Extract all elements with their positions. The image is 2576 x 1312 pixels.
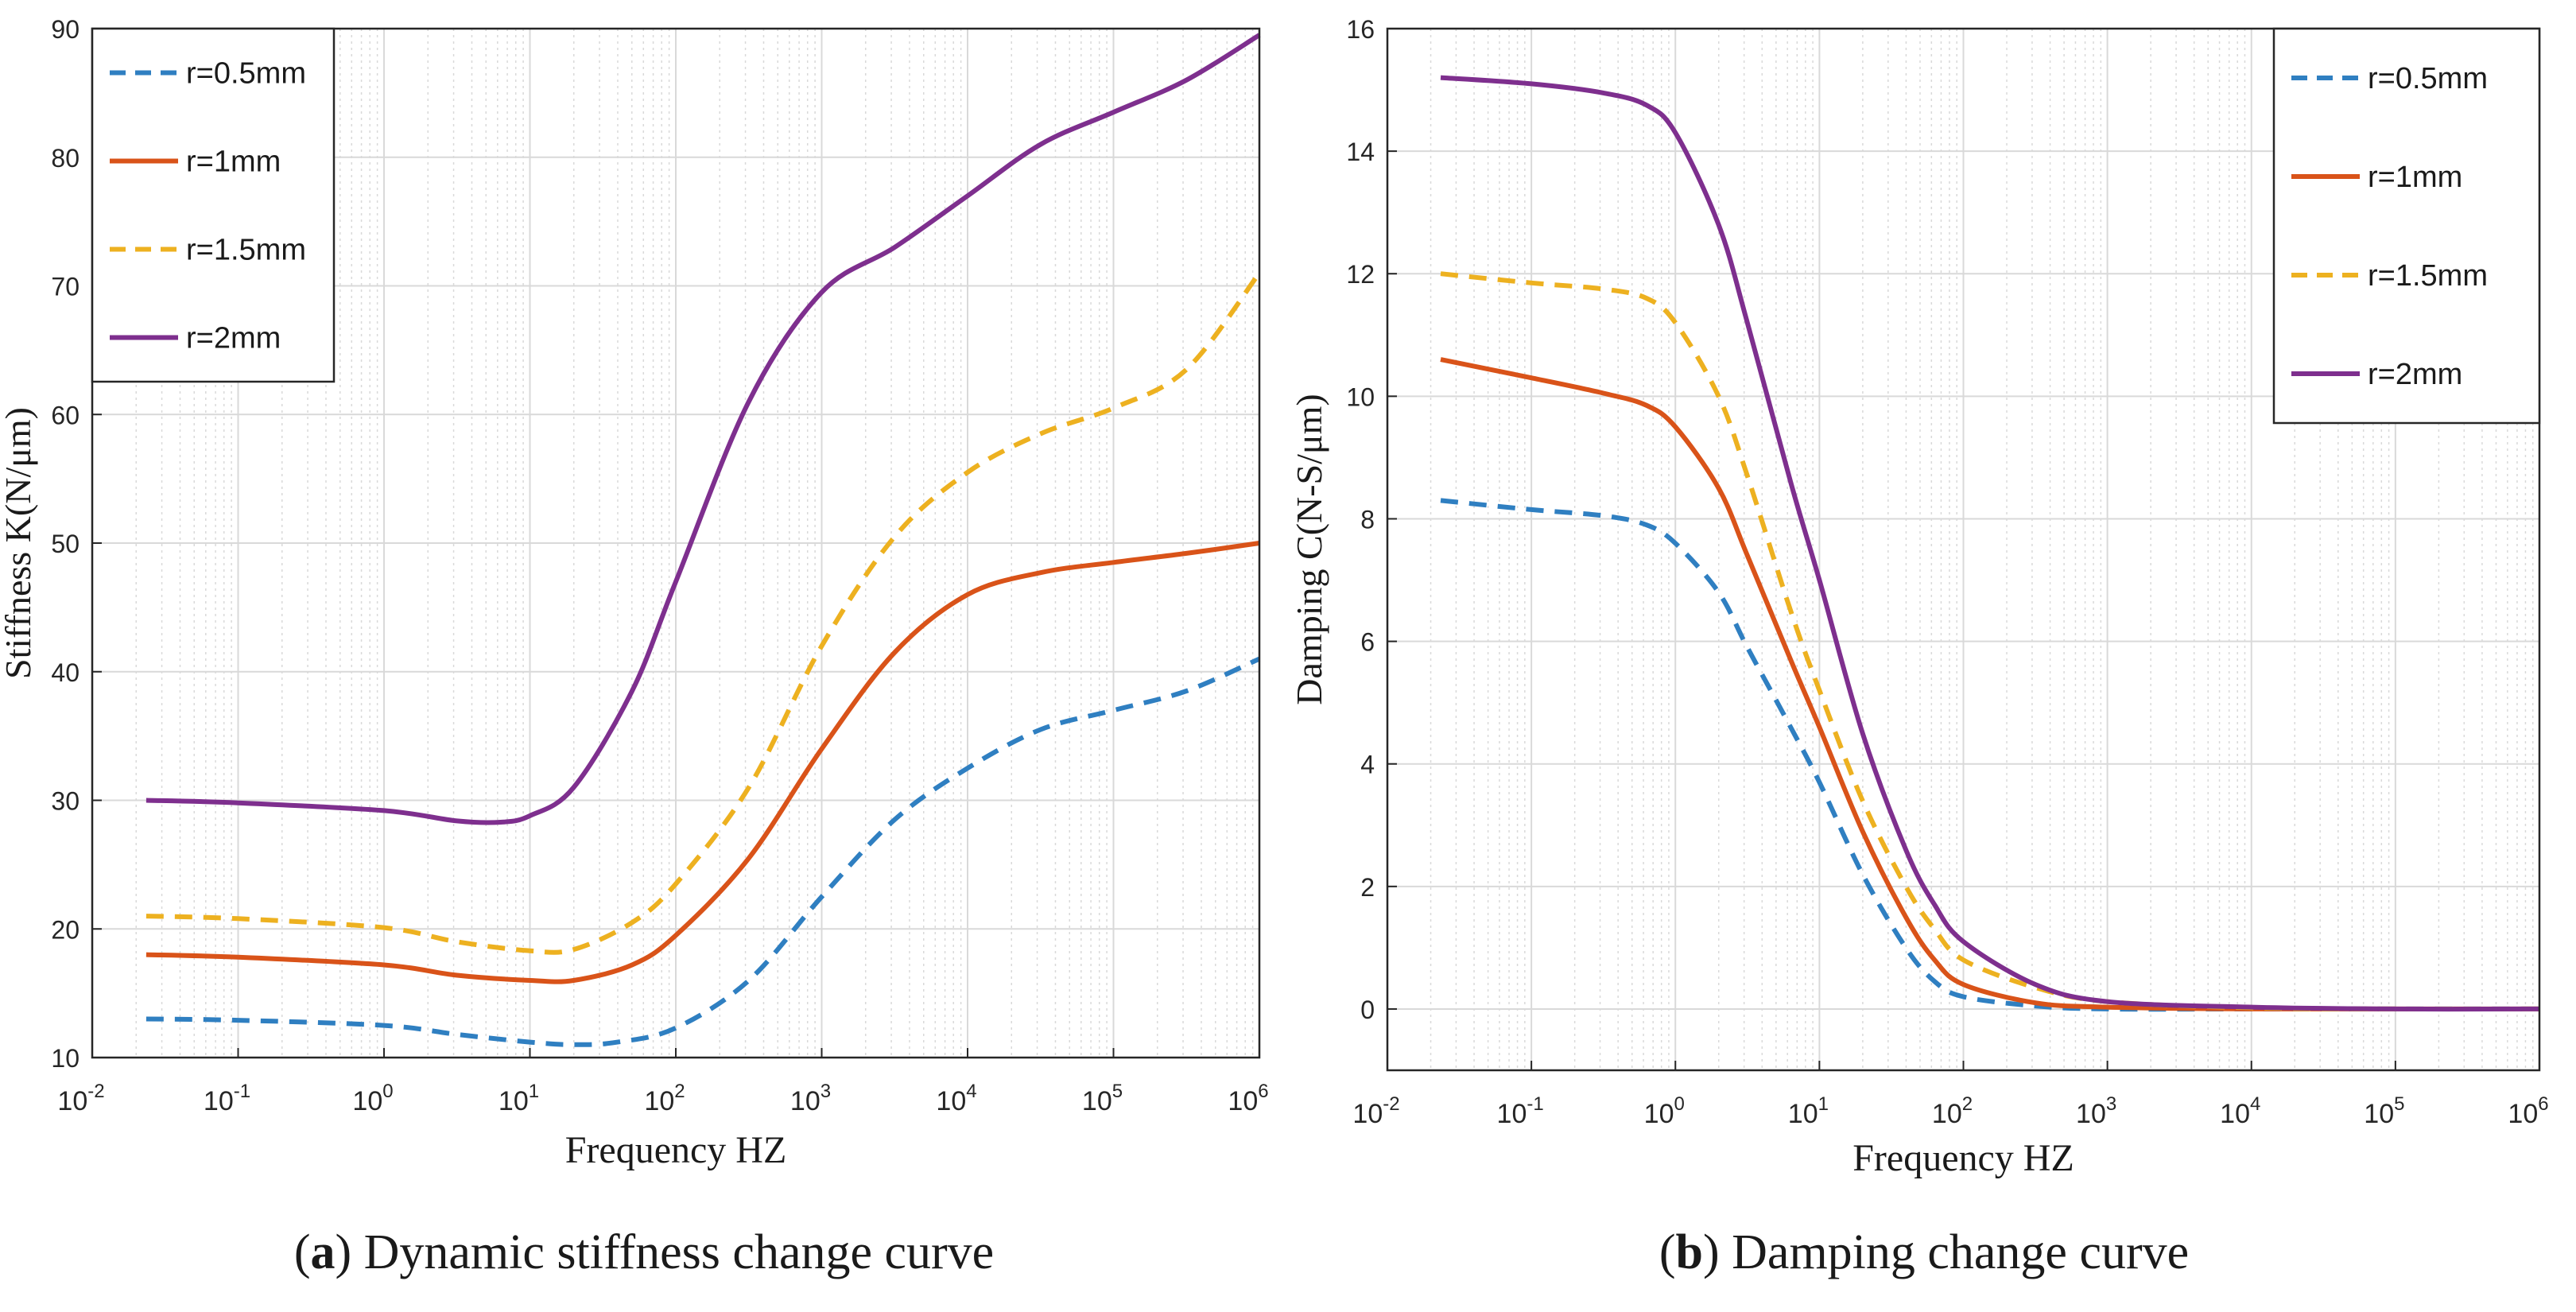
legend: r=0.5mm r=1mm r=1.5mm r=2mm [91,27,336,383]
x-tick-label: 105 [1082,1081,1123,1116]
x-tick-label: 102 [644,1081,685,1116]
x-tick-label: 106 [2508,1093,2548,1129]
y-tick-label: 10 [1346,382,1375,411]
series-line-r1mm [1440,357,2539,1012]
x-tick-label: 101 [499,1081,539,1116]
y-tick-label: 30 [51,787,80,816]
x-tick-label: 100 [352,1081,393,1116]
y-tick-label: 50 [51,530,80,558]
x-tick-label: 10-2 [1352,1093,1399,1129]
x-tick-label: 101 [1788,1093,1829,1129]
series-line-r15mm [145,271,1262,955]
x-tick-label: 103 [790,1081,831,1116]
x-tick-label: 10-1 [1497,1093,1544,1129]
y-tick-label: 20 [51,915,80,944]
legend-label: r=1mm [2368,161,2462,194]
damping-chart: 10-2 10-1 100 101 102 103 104 105 106 0 2 4 6 8 10 12 14… [1289,15,2549,1279]
y-tick-label: 40 [51,658,80,687]
legend-label: r=1.5mm [186,234,306,267]
y-tick-label: 4 [1360,751,1375,779]
legend-label: r=1mm [186,146,281,179]
x-tick-label: 104 [936,1081,976,1116]
x-axis-label: Frequency HZ [1852,1137,2074,1179]
legend-label: r=0.5mm [2368,62,2488,95]
figure-caption: (b) Damping change curve [1659,1225,2189,1279]
y-tick-label: 10 [51,1044,80,1073]
y-axis-label: Stiffness K(N/μm) [0,407,38,679]
series-line-r2mm [1440,75,2540,1012]
plot-frame [1386,27,2541,1072]
y-tick-label: 60 [51,401,80,429]
legend-label: r=1.5mm [2368,259,2488,293]
y-tick-label: 6 [1360,628,1375,657]
y-tick-label: 12 [1346,260,1375,289]
y-tick-label: 2 [1360,873,1375,902]
legend: r=0.5mm r=1mm r=1.5mm r=2mm [2272,27,2541,425]
series-line-r1mm [145,541,1260,984]
x-tick-label: 105 [2364,1093,2404,1129]
legend-box [2272,27,2541,425]
y-tick-label: 8 [1360,505,1375,534]
x-tick-label: 100 [1644,1093,1685,1129]
series-line-r05mm [1440,498,2539,1012]
y-tick-label: 70 [51,273,80,301]
x-tick-label: 102 [1932,1093,1973,1129]
legend-label: r=0.5mm [186,57,306,91]
series-line-r05mm [145,656,1261,1047]
y-tick-label: 90 [51,15,80,44]
x-tick-label: 103 [2076,1093,2116,1129]
x-tick-label: 10-2 [57,1081,104,1116]
y-tick-label: 14 [1346,138,1375,166]
y-tick-label: 80 [51,144,80,173]
y-axis-label: Damping C(N-S/μm) [1289,394,1329,705]
plot-frame [91,27,1261,1059]
stiffness-chart: 10-2 10-1 100 101 102 103 104 105 106 10 20 30 40 50 6… [0,15,1269,1279]
legend-label: r=2mm [2368,358,2462,391]
legend-label: r=2mm [186,322,281,355]
figure-caption: (a) Dynamic stiffness change curve [294,1225,994,1279]
x-tick-label: 10-1 [204,1081,250,1116]
x-axis-label: Frequency HZ [565,1129,787,1171]
x-tick-label: 104 [2220,1093,2260,1129]
legend-box [91,27,336,383]
y-tick-label: 0 [1360,996,1375,1024]
y-tick-label: 16 [1346,15,1375,44]
series-line-r2mm [145,33,1261,825]
x-tick-label: 106 [1228,1081,1268,1116]
